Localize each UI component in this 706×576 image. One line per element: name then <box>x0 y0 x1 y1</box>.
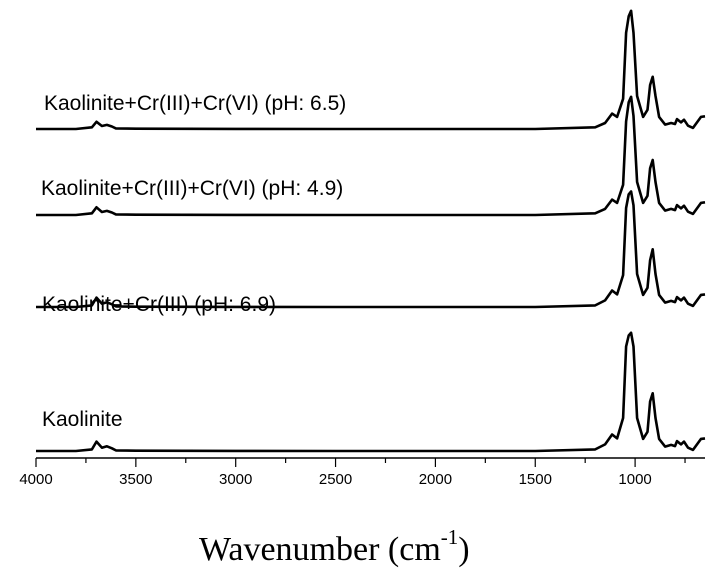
x-tick-label: 2500 <box>319 471 352 488</box>
series-label-4: Kaolinite <box>42 408 123 431</box>
x-tick-label: 4000 <box>19 471 52 488</box>
series-label-3: Kaolinite+Cr(III) (pH: 6.9) <box>42 293 276 316</box>
x-tick-label: 1500 <box>519 471 552 488</box>
x-tick-label: 3500 <box>119 471 152 488</box>
x-axis-title: Wavenumber (cm-1) <box>199 525 470 568</box>
spectrum-line-2 <box>36 95 706 217</box>
series-label-2: Kaolinite+Cr(III)+Cr(VI) (pH: 4.9) <box>41 177 343 200</box>
x-tick-label: 3000 <box>219 471 252 488</box>
x-tick-label: 1000 <box>618 471 651 488</box>
spectrum-line-3 <box>36 190 706 309</box>
x-axis: 4000 3500 3000 2500 2000 1500 1000 <box>19 457 705 488</box>
spectrum-line-1 <box>36 9 706 131</box>
series-label-1: Kaolinite+Cr(III)+Cr(VI) (pH: 6.5) <box>44 92 346 115</box>
series-layer: Kaolinite+Cr(III)+Cr(VI) (pH: 6.5) Kaolin… <box>36 9 706 453</box>
x-tick-label: 2000 <box>419 471 452 488</box>
spectrum-line-4 <box>36 331 706 453</box>
